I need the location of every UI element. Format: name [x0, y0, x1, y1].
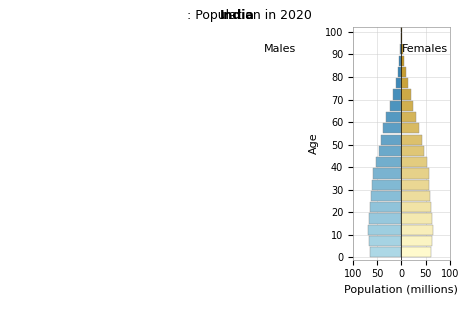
Text: Females: Females — [402, 44, 448, 54]
Bar — [392, 89, 401, 100]
Bar — [369, 236, 401, 246]
Bar — [401, 44, 403, 55]
Bar — [383, 123, 401, 133]
Bar — [401, 78, 408, 88]
Bar — [401, 55, 404, 66]
Bar — [401, 214, 432, 224]
Bar — [401, 236, 432, 246]
Bar — [370, 247, 401, 258]
Bar — [386, 112, 401, 122]
Text: Males: Males — [264, 44, 296, 54]
Bar — [371, 191, 401, 201]
Bar — [374, 168, 401, 179]
Bar — [401, 123, 419, 133]
Bar — [401, 146, 424, 156]
Bar — [401, 101, 413, 111]
Bar — [396, 78, 401, 88]
Bar — [373, 180, 401, 190]
Bar — [401, 67, 406, 77]
Bar — [368, 225, 401, 235]
Bar — [379, 146, 401, 156]
Text: India: India — [219, 9, 255, 22]
Bar — [376, 157, 401, 167]
Bar — [401, 191, 430, 201]
Bar — [369, 214, 401, 224]
Bar — [401, 135, 422, 145]
Bar — [401, 247, 431, 258]
Bar — [401, 89, 410, 100]
Y-axis label: Age: Age — [310, 133, 319, 154]
Bar — [390, 101, 401, 111]
Bar — [398, 67, 401, 77]
Bar — [401, 168, 428, 179]
Bar — [400, 55, 401, 66]
Bar — [401, 157, 427, 167]
Bar — [381, 135, 401, 145]
Bar — [401, 202, 431, 212]
Bar — [401, 225, 433, 235]
Text: : Population in 2020: : Population in 2020 — [163, 9, 311, 22]
Bar — [370, 202, 401, 212]
Bar — [401, 180, 429, 190]
Bar — [401, 33, 402, 43]
X-axis label: Population (millions): Population (millions) — [345, 285, 458, 295]
Bar — [401, 112, 416, 122]
